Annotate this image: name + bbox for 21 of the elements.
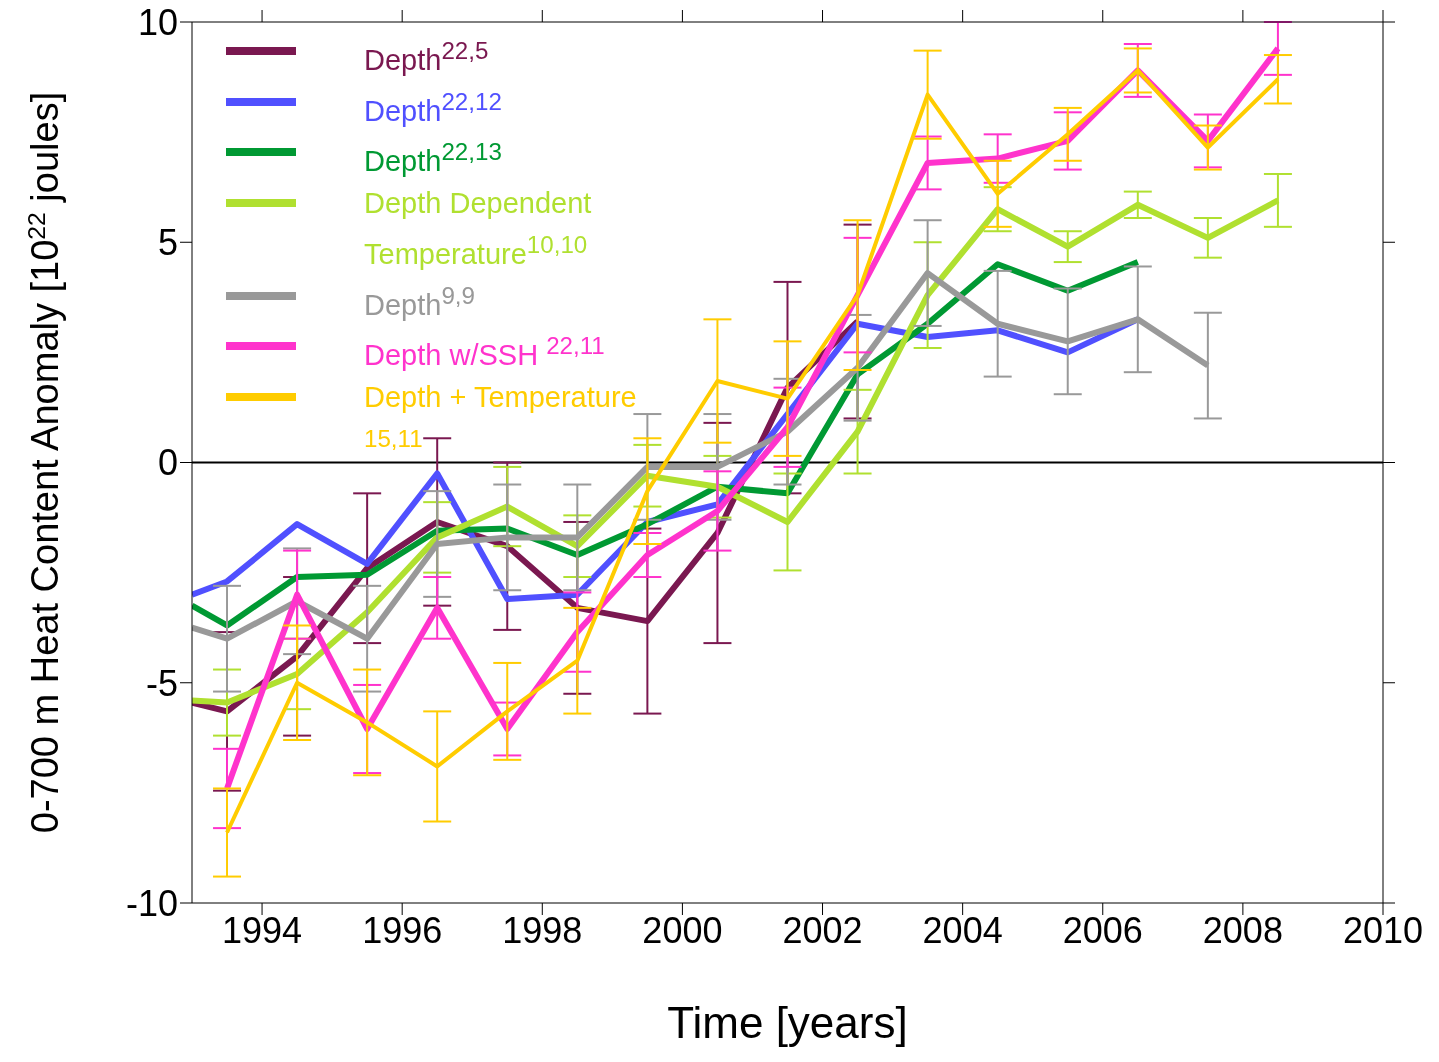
x-tick-label: 1994 [222,909,303,951]
y-tick-label: 10 [137,1,178,43]
x-tick-label: 2010 [1342,909,1424,951]
legend-label: Depth$^{22,13}$ [364,137,503,179]
y-tick-label: -5 [145,662,178,704]
x-tick-label: 2006 [1062,909,1143,951]
x-tick-label: 2002 [782,909,863,951]
x-tick-label: 2000 [642,909,723,951]
legend-label: Depth$^{22,5}$ [364,36,490,78]
y-tick-label: 5 [157,222,178,264]
legend-label: Depth Dependent Temperature$^{10,10}$ [364,185,593,272]
y-tick-label: -10 [125,882,178,924]
x-tick-label: 2004 [922,909,1003,951]
legend-label: Depth w/SSH $^{22,11}$ [364,331,606,373]
x-axis-title: Time [years] [667,998,908,1047]
legend-label: Depth$^{22,12}$ [364,86,503,129]
y-tick-label: 0 [157,442,178,484]
x-tick-label: 2008 [1202,909,1283,951]
x-tick-label: 1996 [362,909,443,951]
x-tick-label: 1998 [502,909,583,951]
legend-label: Depth$^{9,9}$ [364,280,476,323]
